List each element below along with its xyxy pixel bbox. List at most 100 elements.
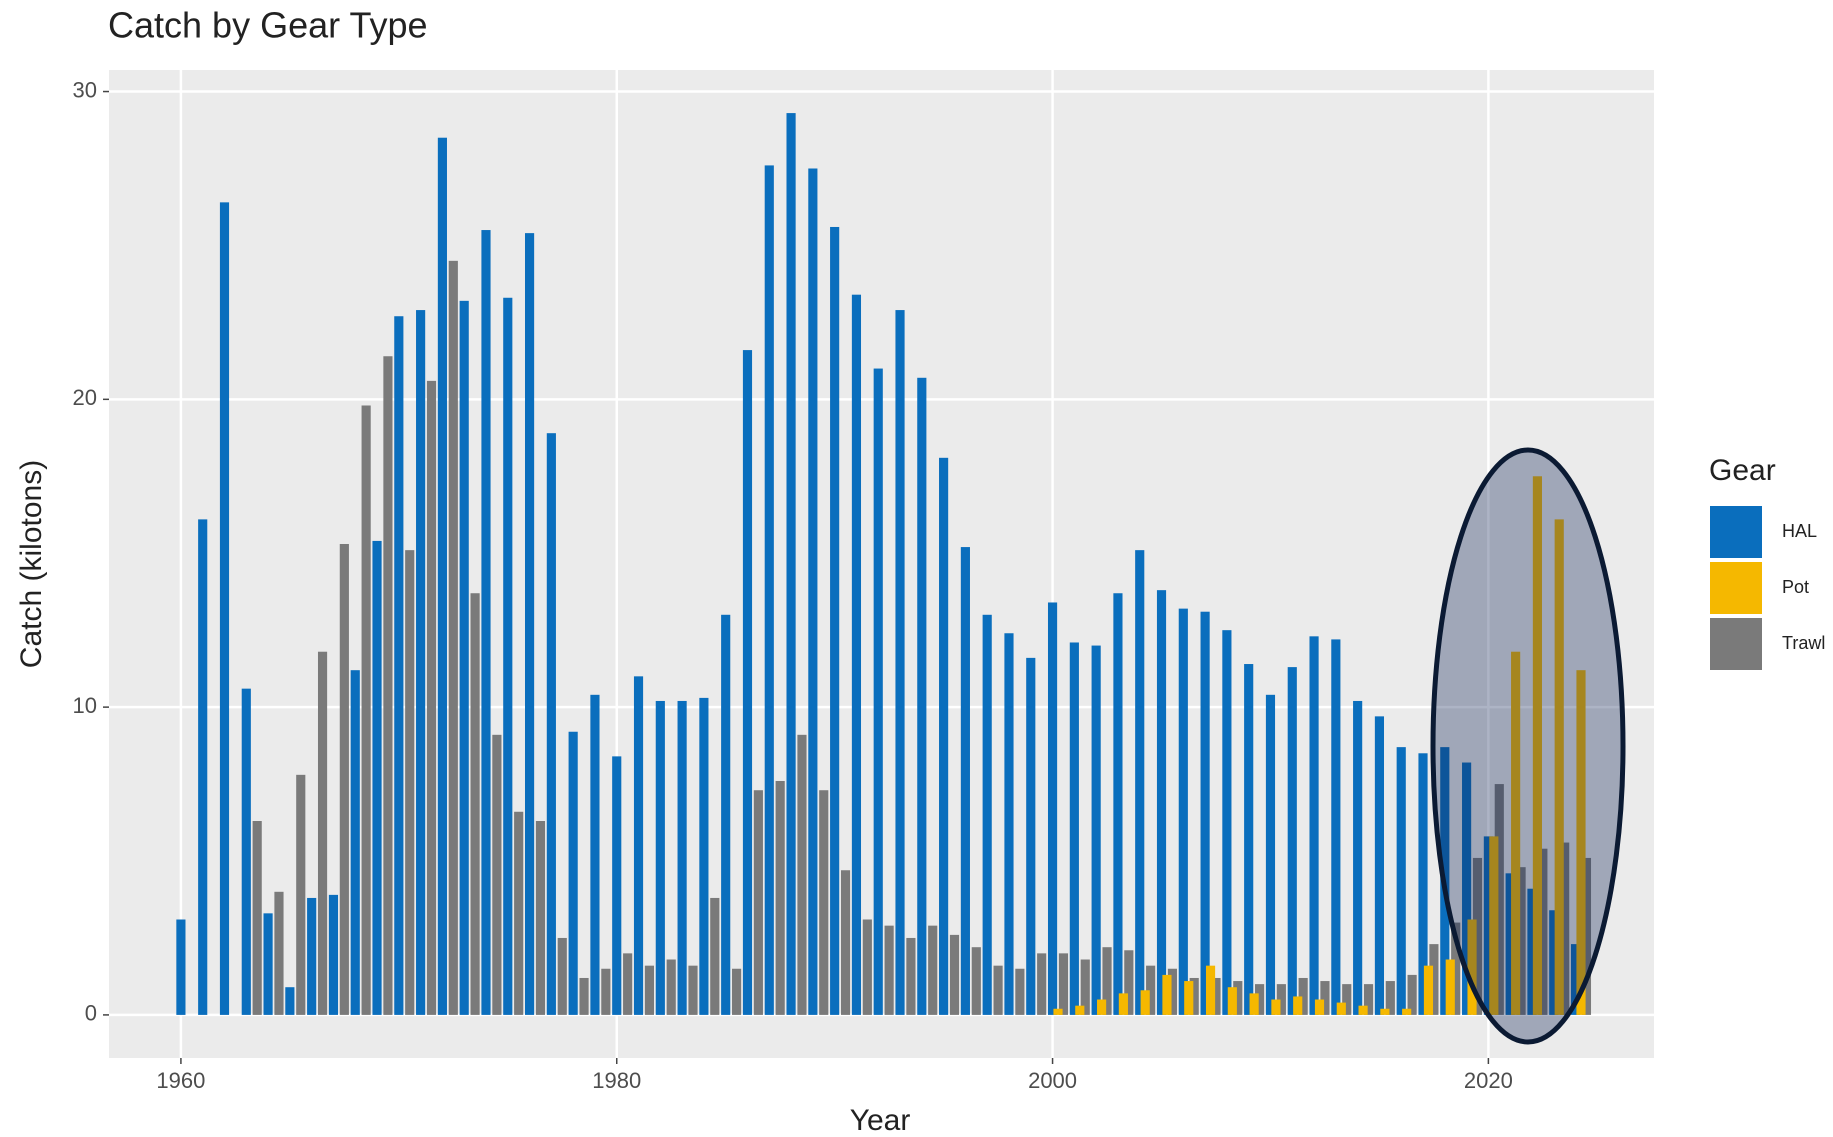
x-tick-label: 2000 (1028, 1068, 1077, 1093)
bar (198, 519, 208, 1015)
bar (361, 405, 371, 1015)
bar (328, 894, 339, 1015)
bar (1015, 968, 1025, 1015)
bar (1293, 996, 1303, 1015)
bar (1249, 993, 1259, 1015)
bar (775, 780, 785, 1015)
bar (633, 676, 644, 1015)
bar (644, 965, 654, 1015)
bar (307, 897, 317, 1015)
bar (1178, 608, 1188, 1015)
bar (1429, 944, 1439, 1015)
bar (176, 919, 186, 1015)
bar (1380, 1008, 1390, 1015)
bar (797, 734, 807, 1015)
bar (786, 113, 796, 1015)
bar (1227, 987, 1237, 1015)
bar (808, 168, 818, 1015)
bar (601, 968, 611, 1015)
bar (1124, 950, 1134, 1015)
bar (274, 891, 284, 1015)
bar (1353, 700, 1363, 1015)
bar (1287, 667, 1297, 1015)
y-tick-label: 0 (85, 1001, 97, 1026)
bar (1527, 888, 1537, 1015)
legend-label: Trawl (1782, 633, 1825, 653)
bar (1255, 984, 1265, 1015)
bar (1309, 636, 1319, 1015)
bar (426, 380, 437, 1015)
bar (296, 774, 306, 1015)
bar (917, 377, 927, 1015)
bar (1271, 999, 1281, 1015)
bar (579, 977, 589, 1015)
bar (1314, 999, 1325, 1015)
bar (655, 700, 665, 1015)
legend-swatch (1710, 506, 1762, 558)
bar (742, 350, 753, 1015)
bar (1091, 645, 1101, 1015)
legend-label: Pot (1782, 577, 1809, 597)
bar (1189, 977, 1199, 1015)
bar (1396, 747, 1406, 1015)
bar (623, 953, 633, 1015)
bar (1053, 1008, 1063, 1015)
y-tick-label: 10 (73, 693, 97, 718)
bar (1167, 968, 1177, 1015)
bar (1140, 990, 1150, 1015)
bar (1156, 590, 1167, 1015)
bar (503, 297, 513, 1015)
y-axis-label: Catch (kilotons) (15, 460, 48, 668)
bar (971, 947, 981, 1015)
bar (1004, 633, 1014, 1015)
bar (546, 433, 556, 1015)
bar (1298, 977, 1308, 1015)
bar (939, 457, 949, 1015)
bar (285, 987, 295, 1015)
bar (416, 310, 426, 1015)
bar (394, 316, 404, 1015)
bar (263, 913, 273, 1015)
bar (339, 543, 349, 1015)
bar (1102, 947, 1112, 1015)
y-tick-label: 20 (73, 385, 97, 410)
bar (372, 540, 382, 1015)
bar (459, 300, 469, 1015)
bar (753, 790, 763, 1015)
bar (481, 230, 491, 1015)
bar (1113, 593, 1123, 1015)
bar (1118, 993, 1128, 1015)
bar (568, 731, 578, 1015)
bar (1037, 953, 1047, 1015)
bar (1472, 857, 1483, 1015)
bar (1505, 873, 1515, 1015)
bar (1331, 639, 1341, 1015)
x-tick-label: 1980 (592, 1068, 641, 1093)
bar (1570, 944, 1581, 1015)
bar (1358, 1005, 1368, 1015)
bar (1532, 476, 1542, 1015)
legend-swatch (1710, 618, 1762, 670)
bar (1320, 981, 1330, 1015)
bar (1069, 642, 1079, 1015)
highlight-ellipse (1430, 447, 1626, 1045)
bar (1402, 1008, 1412, 1015)
bars (176, 113, 1592, 1015)
bar (1211, 977, 1221, 1015)
bar (1451, 922, 1461, 1015)
bar (666, 959, 676, 1015)
bar (1374, 716, 1385, 1015)
bar (1265, 694, 1276, 1015)
bar (1445, 959, 1455, 1015)
bar (470, 593, 480, 1015)
bar (1489, 836, 1499, 1015)
bar (1058, 953, 1069, 1015)
bar (862, 919, 872, 1015)
bar (1576, 670, 1586, 1015)
bar (405, 550, 415, 1015)
bar (721, 614, 731, 1015)
bar (448, 260, 458, 1015)
bar (317, 651, 328, 1015)
bar (1407, 974, 1417, 1015)
